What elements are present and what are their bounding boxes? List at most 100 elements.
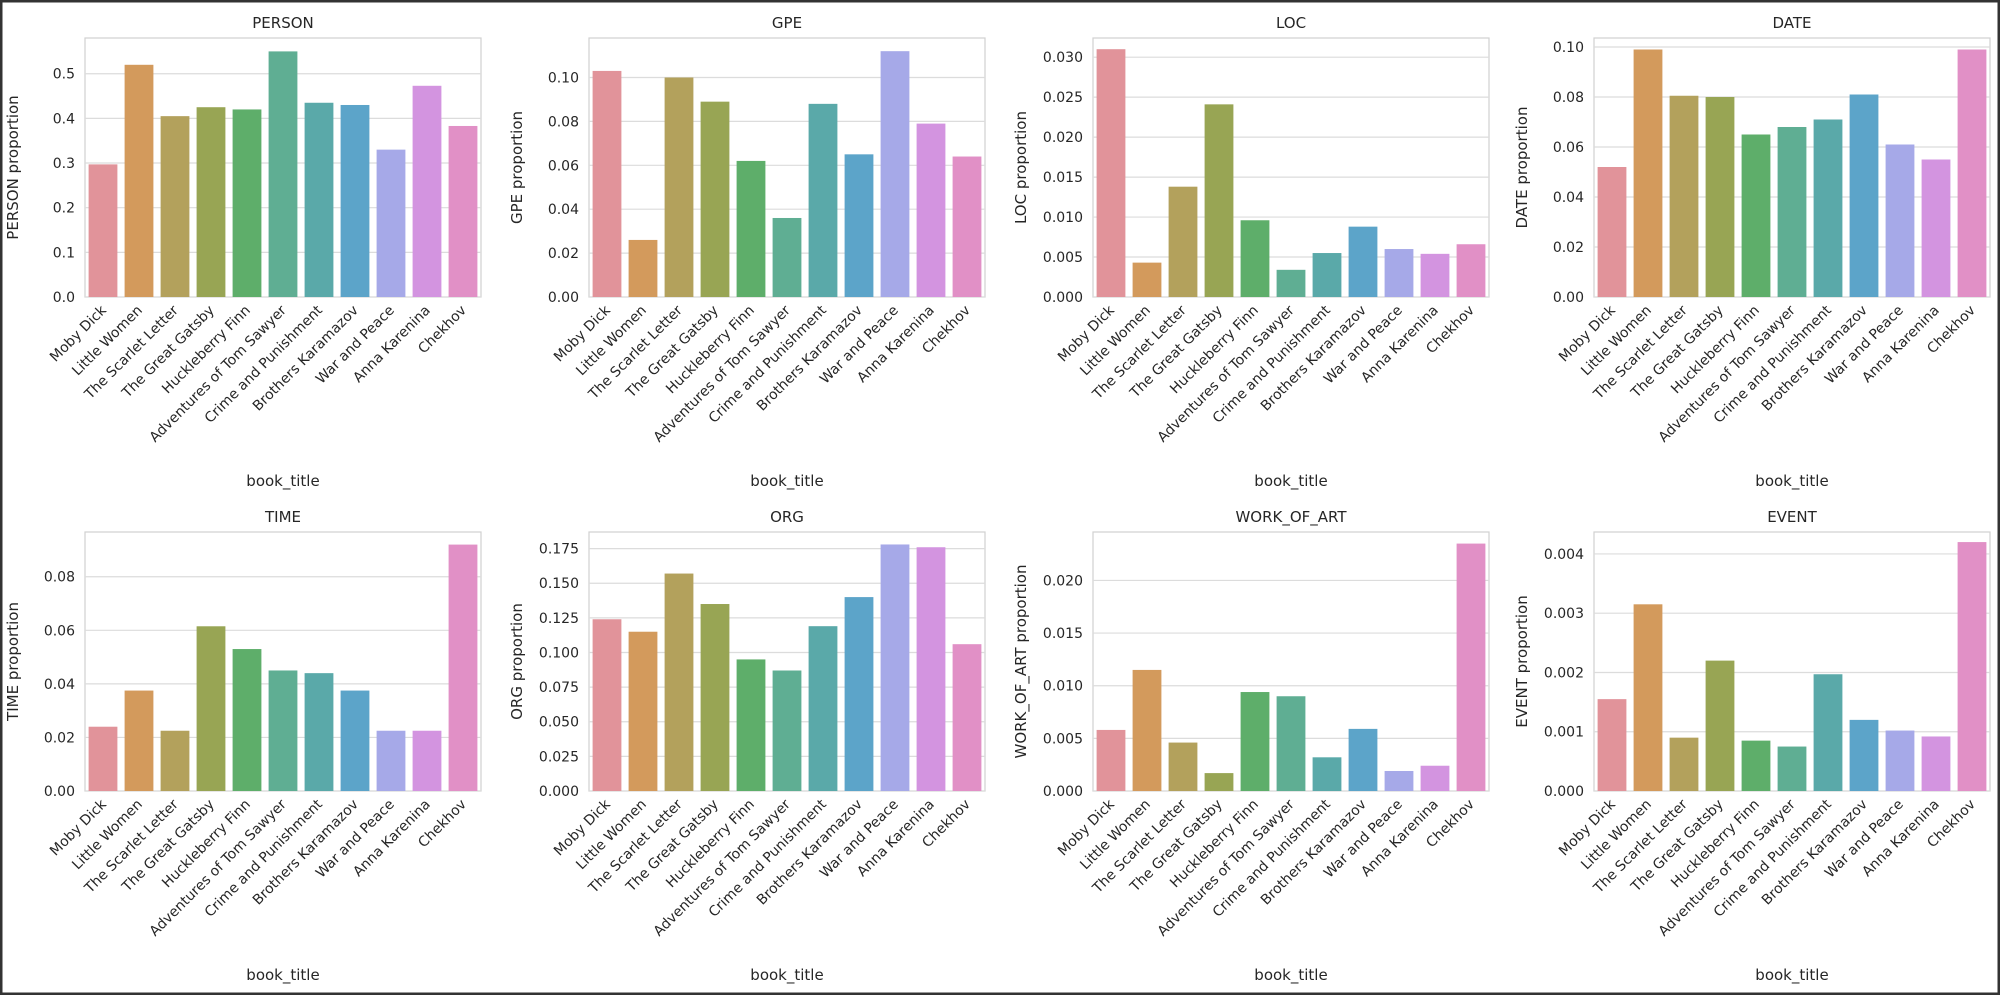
y-axis-label: WORK_OF_ART proportion [1012, 565, 1031, 759]
bar [700, 101, 730, 297]
bar [844, 597, 874, 791]
y-tick-label: 0.00 [548, 290, 579, 306]
bar [1312, 757, 1342, 791]
bar [880, 51, 910, 297]
bar [1633, 604, 1663, 791]
bar [664, 77, 694, 297]
x-axis-label: book_title [1254, 966, 1327, 985]
bar [124, 64, 154, 297]
bar [1348, 226, 1378, 297]
y-tick-label: 0.150 [539, 576, 579, 592]
bar [1420, 765, 1450, 791]
y-tick-label: 0.005 [1043, 731, 1083, 747]
y-tick-label: 0.04 [548, 202, 579, 218]
chart-title: TIME [264, 508, 301, 526]
y-tick-label: 0.3 [53, 156, 75, 172]
bar [1669, 95, 1699, 297]
bar [1921, 736, 1951, 791]
y-tick-label: 0.001 [1544, 725, 1584, 741]
y-tick-label: 0.010 [1043, 679, 1083, 695]
y-tick-label: 0.100 [539, 645, 579, 661]
bar [268, 51, 298, 298]
bar [448, 544, 478, 791]
bar [448, 125, 478, 297]
y-tick-label: 0.010 [1043, 210, 1083, 226]
bar [1276, 696, 1306, 791]
bar [268, 670, 298, 791]
bar [772, 217, 802, 297]
bar [376, 149, 406, 297]
bar [736, 659, 766, 791]
bar [304, 673, 334, 791]
y-axis-label: GPE proportion [508, 111, 526, 224]
bar [1420, 253, 1450, 297]
x-axis-label: book_title [246, 966, 319, 985]
bar [412, 85, 442, 297]
y-tick-label: 0.4 [53, 111, 75, 127]
y-tick-label: 0.030 [1043, 50, 1083, 66]
y-tick-label: 0.015 [1043, 626, 1083, 642]
bar [880, 544, 910, 791]
bar [1240, 220, 1270, 297]
y-tick-label: 0.004 [1544, 547, 1584, 563]
y-tick-label: 0.125 [539, 611, 579, 627]
y-tick-label: 0.000 [1544, 784, 1584, 800]
bar [1204, 104, 1234, 298]
bar [1849, 719, 1879, 791]
y-tick-label: 0.06 [548, 158, 579, 174]
y-tick-label: 0.175 [539, 542, 579, 558]
chart-title: GPE [772, 14, 802, 32]
y-tick-label: 0.08 [44, 570, 75, 586]
bar [1921, 159, 1951, 297]
y-tick-label: 0.02 [1553, 240, 1584, 256]
bar [1456, 244, 1486, 297]
y-tick-label: 0.000 [1043, 784, 1083, 800]
y-axis-label: PERSON proportion [4, 95, 22, 239]
y-tick-label: 0.5 [53, 67, 75, 83]
bar [1705, 97, 1735, 297]
bar [124, 690, 154, 791]
bar [196, 626, 226, 791]
bar [1813, 674, 1843, 791]
y-tick-label: 0.025 [1043, 90, 1083, 106]
bar [1240, 692, 1270, 791]
bar [1813, 119, 1843, 297]
bar [664, 573, 694, 791]
y-tick-label: 0.06 [44, 623, 75, 639]
bar [1669, 737, 1699, 791]
bar [1885, 144, 1915, 297]
y-tick-label: 0.02 [44, 730, 75, 746]
y-tick-label: 0.000 [1043, 290, 1083, 306]
bar [1633, 49, 1663, 297]
bar [1276, 269, 1306, 297]
y-tick-label: 0.10 [548, 71, 579, 87]
y-tick-label: 0.04 [44, 677, 75, 693]
y-tick-label: 0.04 [1553, 190, 1584, 206]
x-axis-label: book_title [246, 472, 319, 491]
y-tick-label: 0.075 [539, 680, 579, 696]
bar [1168, 186, 1198, 297]
bar [1456, 543, 1486, 791]
bar [1741, 740, 1771, 791]
x-axis-label: book_title [1755, 472, 1828, 491]
y-tick-label: 0.00 [44, 784, 75, 800]
y-tick-label: 0.000 [539, 784, 579, 800]
y-tick-label: 0.02 [548, 246, 579, 262]
y-tick-label: 0.08 [1553, 90, 1584, 106]
bar [1777, 746, 1807, 791]
chart-title: PERSON [252, 14, 314, 32]
bar [700, 604, 730, 791]
bar [952, 644, 982, 791]
chart-title: LOC [1276, 14, 1306, 32]
y-tick-label: 0.2 [53, 201, 75, 217]
y-axis-label: EVENT proportion [1513, 595, 1531, 728]
bar [88, 726, 118, 791]
bar [1384, 770, 1414, 791]
chart-title: EVENT [1767, 508, 1817, 526]
bar [844, 154, 874, 297]
bar [952, 156, 982, 297]
x-axis-label: book_title [750, 966, 823, 985]
y-tick-label: 0.10 [1553, 40, 1584, 56]
